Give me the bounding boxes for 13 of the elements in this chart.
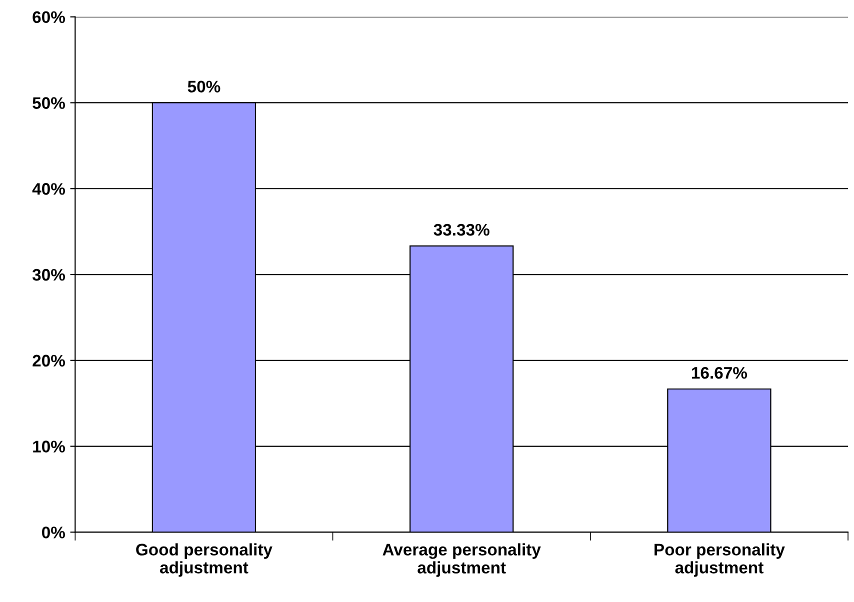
data-label: 50% <box>188 80 220 93</box>
x-tick-label: Average personality adjustment <box>382 543 541 577</box>
y-tick-label: 60% <box>32 11 65 24</box>
y-tick-label: 20% <box>32 354 65 367</box>
y-tick-label: 0% <box>42 526 65 538</box>
data-label: 33.33% <box>434 224 490 236</box>
data-label: 16.67% <box>692 366 748 379</box>
y-tick-label: 50% <box>32 97 65 109</box>
y-tick-label: 40% <box>32 183 65 195</box>
y-tick-label: 30% <box>32 268 65 281</box>
x-tick-label: Poor personality adjustment <box>654 543 785 577</box>
y-tick-label: 10% <box>33 440 65 452</box>
x-tick-label: Good personality adjustment <box>136 543 272 577</box>
